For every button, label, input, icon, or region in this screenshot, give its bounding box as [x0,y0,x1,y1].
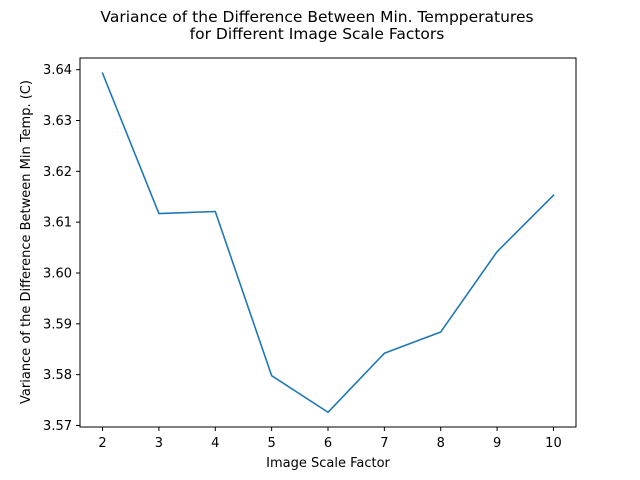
x-tick-label: 6 [324,436,332,451]
x-tick-label: 3 [155,436,163,451]
x-tick-label: 9 [493,436,501,451]
y-axis-label: Variance of the Difference Between Min T… [19,80,34,404]
y-tick-label: 3.59 [43,317,72,332]
x-axis-label: Image Scale Factor [266,456,390,471]
chart-title-line-2: for Different Image Scale Factors [190,25,445,43]
y-tick-label: 3.57 [43,419,72,434]
plot-area: 2 3 4 5 6 7 8 9 10 3.57 3.58 3.59 3.60 3.61 3.62 3.63 3.… [43,63,562,451]
x-tick-label: 2 [98,436,106,451]
y-tick-label: 3.64 [43,63,72,78]
x-tick-label: 4 [211,436,219,451]
y-tick-label: 3.58 [43,368,72,383]
y-tick-label: 3.61 [43,216,72,231]
x-tick-label: 5 [267,436,275,451]
x-tick-label: 8 [437,436,445,451]
y-tick-label: 3.62 [43,165,72,180]
chart-title-line-1: Variance of the Difference Between Min. … [100,8,533,26]
y-tick-label: 3.60 [43,266,72,281]
x-tick-label: 10 [545,436,562,451]
axes-frame [79,57,577,428]
y-tick-label: 3.63 [43,114,72,129]
x-tick-label: 7 [380,436,388,451]
series-line [101,72,555,414]
